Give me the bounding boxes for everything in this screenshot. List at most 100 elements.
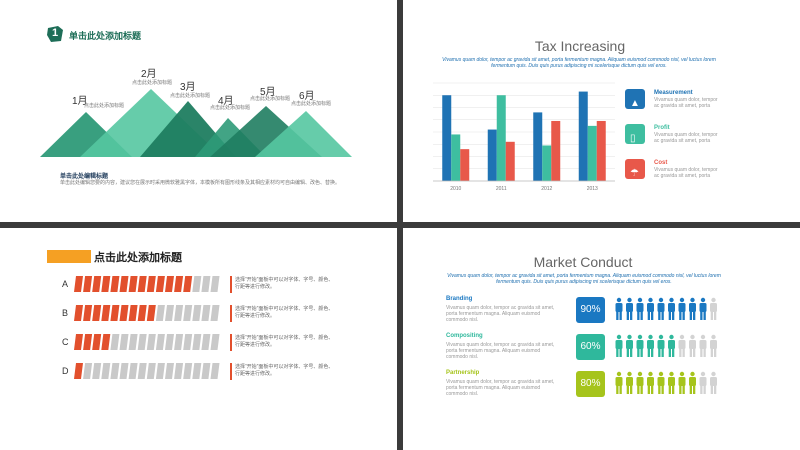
progress-segment	[119, 363, 129, 379]
progress-segment	[74, 305, 83, 321]
progress-segment	[83, 363, 93, 379]
person-icon	[678, 371, 686, 394]
progress-segment	[119, 305, 129, 321]
person-icon	[657, 371, 665, 394]
row-marker	[230, 363, 232, 380]
month-label: 1月	[72, 96, 88, 107]
row-marker	[230, 305, 232, 322]
x-tick-label: 2011	[496, 186, 507, 192]
x-tick-label: 2010	[450, 186, 461, 192]
progress-segment	[155, 334, 165, 350]
progress-segment	[110, 363, 120, 379]
row-text: 选择“开始”面板中可以对字体、字号、颜色、行距等进行修改。	[235, 364, 334, 377]
title-accent-bar	[47, 250, 91, 263]
person-icon	[710, 334, 717, 357]
progress-segment	[155, 276, 165, 292]
progress-segment	[146, 363, 156, 379]
progress-segment	[128, 363, 138, 379]
progress-segment	[74, 363, 83, 379]
row-text: Vivamus quam dolor, tempor ac gravida si…	[446, 305, 555, 323]
row-marker	[230, 276, 232, 293]
slide-title: Tax Increasing	[534, 38, 626, 54]
person-icon	[636, 297, 644, 320]
legend-icon-box: ▯	[625, 124, 645, 144]
person-icon	[678, 297, 686, 320]
progress-segment	[101, 305, 111, 321]
bar-chart: 2010 2011 2012 2013	[433, 82, 615, 192]
progress-segment	[92, 334, 102, 350]
progress-segment	[210, 334, 220, 350]
row-text: Vivamus quam dolor, tempor ac gravida si…	[446, 379, 555, 397]
person-icon	[626, 334, 633, 357]
leaf-logo-icon	[47, 26, 63, 42]
progress-segment	[165, 276, 174, 292]
legend-icon-box: ☂	[625, 159, 645, 179]
segment-bars	[74, 276, 232, 380]
month-label: 6月	[299, 91, 315, 102]
progress-segment	[119, 334, 129, 350]
progress-segment	[83, 334, 93, 350]
peak-caption: 点击此处添加标题	[250, 96, 291, 102]
umbrella-icon: ☂	[630, 168, 639, 179]
progress-segment	[92, 276, 102, 292]
bar	[587, 125, 597, 181]
progress-segment	[183, 334, 193, 350]
slide-mountain-chart[interactable]: 1 单击此处添加标题 1月 点击此处添加标题 2月 点击此处添加标题 3月 点击…	[0, 0, 397, 222]
progress-segment	[146, 334, 156, 350]
person-icon	[689, 371, 696, 394]
x-tick-label: 2013	[587, 186, 598, 192]
progress-segment	[165, 305, 174, 321]
bar	[496, 95, 506, 181]
person-icon	[626, 371, 633, 394]
month-label: 3月	[180, 82, 196, 93]
progress-segment	[137, 334, 147, 350]
progress-segment	[210, 363, 220, 379]
person-icon	[636, 334, 644, 357]
slide-subtitle: Vivamus quam dolor, tempor ac gravida si…	[442, 57, 716, 69]
person-icon	[657, 334, 665, 357]
slide-progress-rows[interactable]: 点击此处添加标题 A 选择“开始”面板中可以对字体、字号、颜色、行距等进行修改。 B…	[0, 228, 397, 450]
person-icon	[615, 297, 623, 320]
month-label: 2月	[141, 69, 157, 80]
slide-subtitle: Vivamus quam dolor, tempor ac gravida si…	[447, 273, 721, 285]
progress-segment	[183, 305, 193, 321]
legend-text: Vivamus quam dolor, tempor ac gravida si…	[654, 97, 718, 109]
row-text: Vivamus quam dolor, tempor ac gravida si…	[446, 342, 555, 360]
progress-segment	[210, 305, 220, 321]
person-icon	[678, 334, 686, 357]
slide-market-conduct[interactable]: Market Conduct Vivamus quam dolor, tempo…	[403, 228, 800, 450]
body-subtitle: 单击此处编辑标题	[60, 174, 109, 180]
row-letter: D	[62, 366, 69, 376]
row-text: 选择“开始”面板中可以对字体、字号、颜色、行距等进行修改。	[235, 277, 334, 290]
bar	[542, 145, 552, 181]
person-icon	[699, 371, 707, 394]
progress-segment	[201, 334, 211, 350]
progress-segment	[201, 276, 211, 292]
person-icon	[710, 371, 717, 394]
body-text: 单击此处编辑您要的内容，建议您在展示时采用微软雅黑字体，本模板所有图形线条及其相…	[60, 180, 341, 186]
peak-caption: 点击此处添加标题	[132, 80, 173, 86]
person-icon	[710, 297, 717, 320]
progress-segment	[137, 305, 147, 321]
person-icon	[668, 334, 675, 357]
person-icon	[647, 334, 654, 357]
progress-segment	[155, 305, 165, 321]
progress-segment	[92, 363, 102, 379]
row-label: Partnership	[446, 370, 480, 376]
percent-badge: 60%	[576, 334, 605, 360]
progress-segment	[201, 363, 211, 379]
progress-segment	[92, 305, 102, 321]
person-icon	[615, 334, 623, 357]
slide-tax-increasing[interactable]: Tax Increasing Vivamus quam dolor, tempo…	[403, 0, 800, 222]
person-icon	[657, 297, 665, 320]
progress-segment	[201, 305, 211, 321]
progress-segment	[128, 334, 138, 350]
cone-icon: ▲	[630, 98, 640, 109]
progress-segment	[183, 363, 193, 379]
legend-label: Profit	[654, 125, 670, 131]
person-icon	[689, 334, 696, 357]
bar	[451, 134, 461, 181]
row-text: 选择“开始”面板中可以对字体、字号、颜色、行距等进行修改。	[235, 306, 334, 319]
row-text: 选择“开始”面板中可以对字体、字号、颜色、行距等进行修改。	[235, 335, 334, 348]
progress-segment	[137, 363, 147, 379]
